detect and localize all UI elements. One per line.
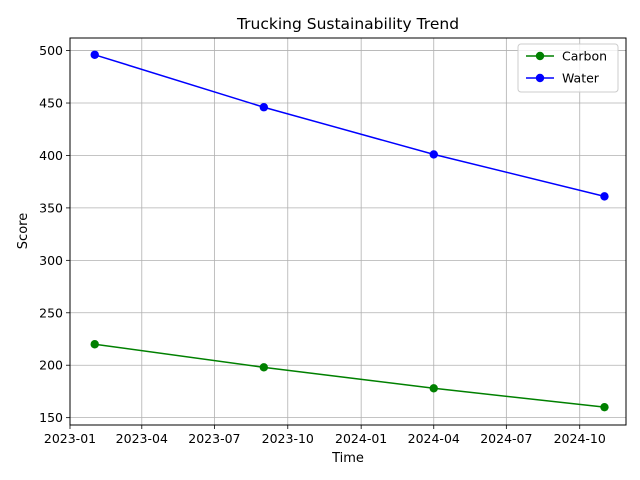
x-tick-label: 2023-10 [262,431,314,446]
x-tick-label: 2024-10 [554,431,606,446]
y-tick-label: 450 [39,96,63,111]
series-layer [90,50,609,412]
legend-label-carbon: Carbon [562,49,607,64]
chart-title: Trucking Sustainability Trend [236,15,459,33]
x-tick-label: 2023-01 [44,431,96,446]
legend-marker-carbon [535,51,545,61]
data-point-carbon [90,340,99,349]
data-point-water [259,103,269,112]
grid [69,38,626,425]
y-tick-label: 350 [39,200,63,215]
y-tick-label: 250 [39,305,63,320]
y-tick-label: 150 [39,410,63,425]
x-tick-label: 2023-04 [116,431,168,446]
legend-item-water: Water [526,71,600,86]
y-tick-label: 300 [39,253,63,268]
legend-item-carbon: Carbon [526,49,607,64]
y-tick-label: 400 [39,148,63,163]
x-tick-label: 2024-04 [408,431,460,446]
y-tick-label: 500 [39,43,63,58]
legend-label-water: Water [562,71,600,86]
x-tick-label: 2024-07 [480,431,532,446]
y-tick-label: 200 [39,358,63,373]
x-tick-label: 2024-01 [335,431,387,446]
series-line-carbon [94,343,605,408]
series-carbon [90,340,609,412]
series-water [90,50,609,201]
legend-marker-water [535,73,545,83]
x-tick-label: 2023-07 [188,431,240,446]
data-point-carbon [259,363,269,372]
data-point-carbon [429,384,438,393]
y-axis: 150 200 250 300 350 400 450 500 [39,43,70,425]
legend: Carbon Water [517,43,619,93]
data-point-carbon [600,402,609,412]
data-point-water [600,192,609,201]
data-point-water [429,150,438,159]
data-point-water [90,50,99,59]
series-line-water [94,54,605,198]
x-axis-label: Time [331,451,364,466]
x-axis: 2023-01 2023-04 2023-07 2023-10 2024-01 2024-… [44,425,606,446]
y-axis-label: Score [16,213,31,249]
plot-frame [69,37,627,426]
